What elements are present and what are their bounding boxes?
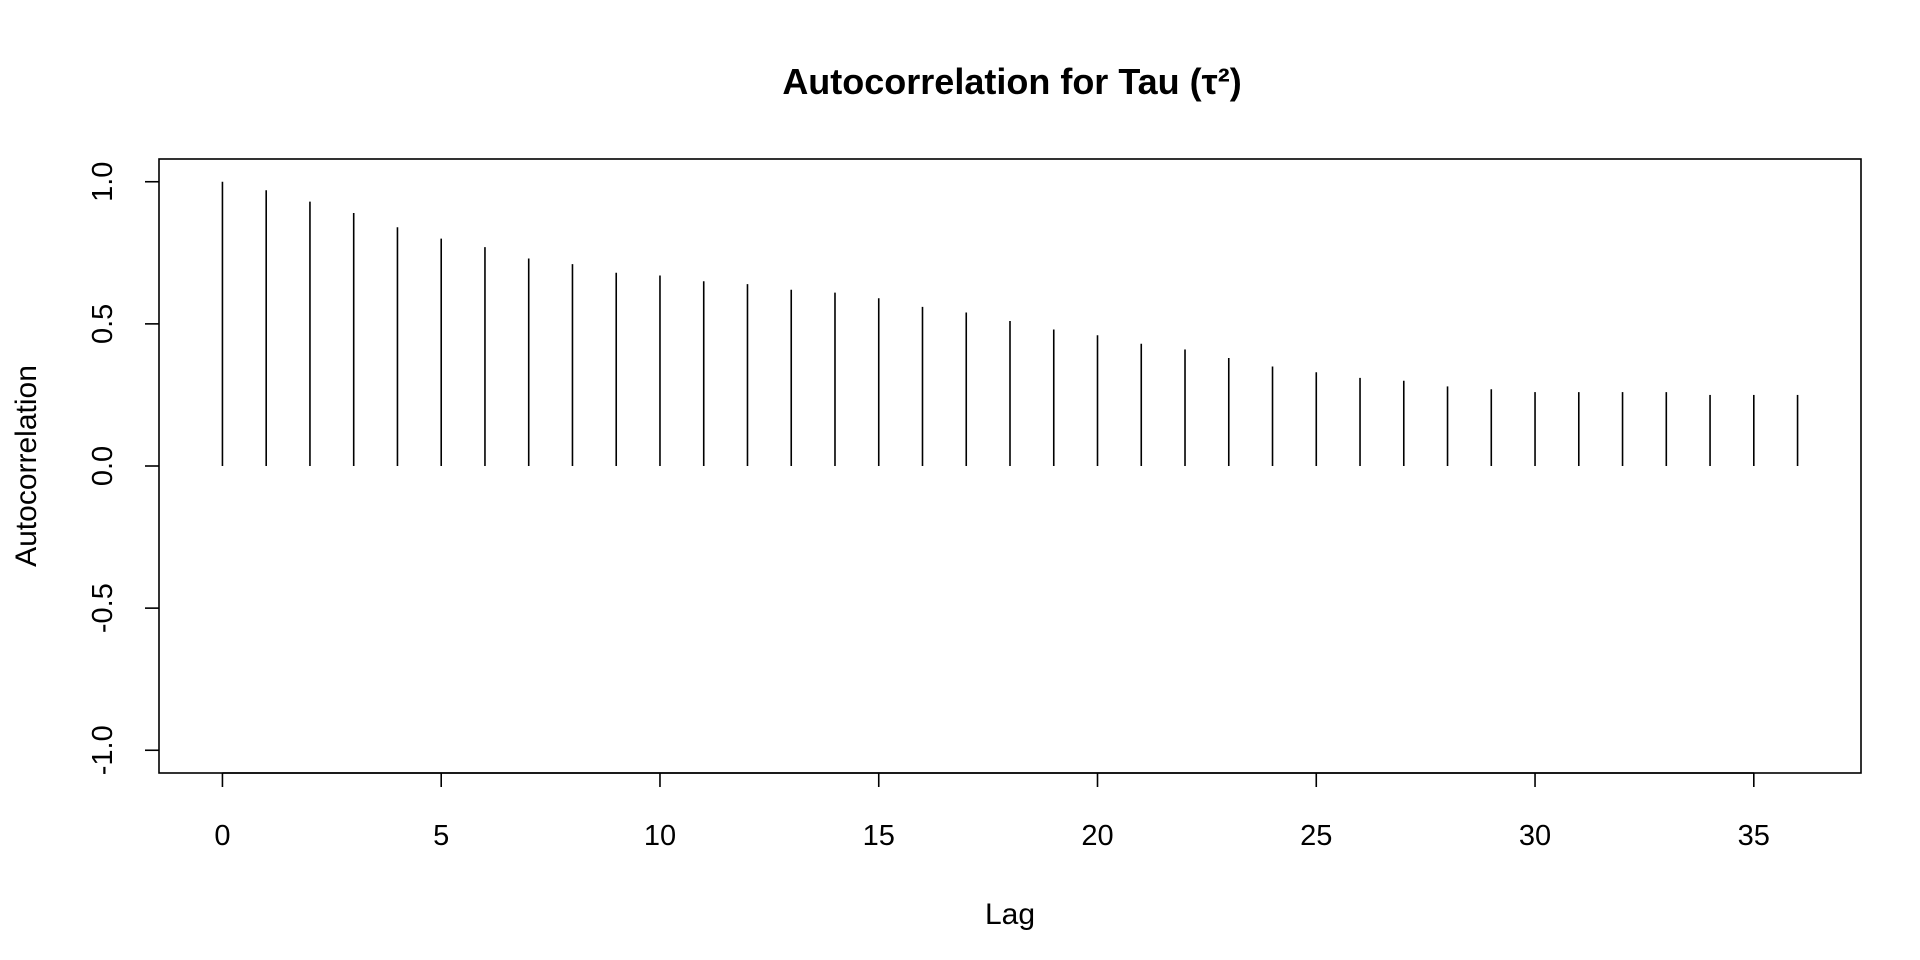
y-tick-label: 0.0: [87, 446, 119, 486]
y-tick-label: -0.5: [87, 583, 119, 633]
x-tick-label: 10: [644, 820, 676, 852]
y-axis: -1.0 -0.5 0.0 0.5 1.0: [87, 162, 159, 775]
x-axis: 0 5 10 15 20 25 30 35: [214, 772, 1770, 852]
x-tick-label: 20: [1081, 820, 1113, 852]
y-axis-label: Autocorrelation: [10, 365, 43, 567]
x-tick-label: 0: [214, 820, 230, 852]
x-tick-label: 35: [1738, 820, 1770, 852]
acf-bars: [221, 181, 1799, 466]
y-tick-label: 1.0: [87, 162, 119, 202]
x-axis-label: Lag: [985, 898, 1035, 931]
x-tick-label: 15: [863, 820, 895, 852]
x-tick-label: 25: [1300, 820, 1332, 852]
x-tick-label: 30: [1519, 820, 1551, 852]
y-tick-label: 0.5: [87, 304, 119, 344]
x-tick-label: 5: [433, 820, 449, 852]
chart-title: Autocorrelation for Tau (τ²): [782, 61, 1241, 102]
y-tick-label: -1.0: [87, 725, 119, 775]
